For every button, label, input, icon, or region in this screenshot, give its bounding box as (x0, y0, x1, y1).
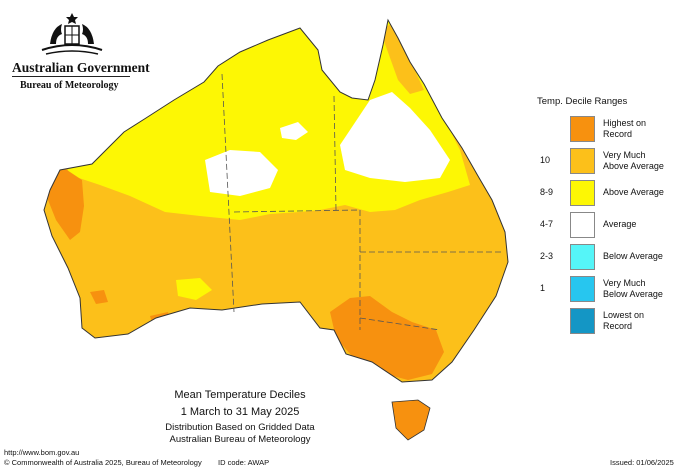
legend-item-lowest: Lowest on Record (540, 308, 680, 334)
legend-label: Highest on Record (603, 118, 647, 139)
legend-label: Below Average (603, 251, 663, 261)
footer-issued: Issued: 01/06/2025 (610, 458, 674, 467)
legend-item-below: 2-3 Below Average (540, 244, 680, 270)
legend-swatch (570, 116, 595, 142)
legend-range: 1 (540, 283, 546, 293)
legend-label: Average (603, 219, 637, 229)
legend-range: 4-7 (540, 219, 554, 229)
legend-label: Lowest on Record (603, 310, 645, 331)
legend-item-highest: Highest on Record (540, 116, 680, 142)
legend-title: Temp. Decile Ranges (537, 96, 628, 107)
footer-copyright: © Commonwealth of Australia 2025, Bureau… (4, 458, 202, 467)
legend-swatch (570, 244, 595, 270)
government-title: Australian Government (12, 60, 150, 75)
map-period: 1 March to 31 May 2025 (180, 406, 300, 418)
coat-of-arms-icon (41, 13, 103, 55)
legend-item-very-much-above: 10 Very Much Above Average (540, 148, 680, 174)
map-source: Australian Bureau of Meteorology (169, 434, 311, 445)
legend-label: Very Much Below Average (603, 278, 663, 299)
legend-swatch (570, 148, 595, 174)
legend-swatch (570, 180, 595, 206)
legend-item-above: 8-9 Above Average (540, 180, 680, 206)
australia-temperature-map (43, 18, 509, 441)
map-title: Mean Temperature Deciles (174, 389, 306, 401)
legend-item-average: 4-7 Average (540, 212, 680, 238)
legend-item-very-much-below: 1 Very Much Below Average (540, 276, 680, 302)
legend-swatch (570, 276, 595, 302)
legend-label: Very Much Above Average (603, 150, 664, 171)
map-distribution-note: Distribution Based on Gridded Data (165, 422, 315, 433)
legend-range: 10 (540, 155, 551, 165)
legend-label: Above Average (603, 187, 664, 197)
footer-url[interactable]: http://www.bom.gov.au (4, 448, 80, 457)
bureau-subtitle: Bureau of Meteorology (20, 80, 119, 91)
legend-swatch (570, 212, 595, 238)
legend-range: 8-9 (540, 187, 554, 197)
footer-id-code: ID code: AWAP (218, 458, 270, 467)
legend-range: 2-3 (540, 251, 554, 261)
legend-swatch (570, 308, 595, 334)
header-divider (12, 76, 130, 77)
